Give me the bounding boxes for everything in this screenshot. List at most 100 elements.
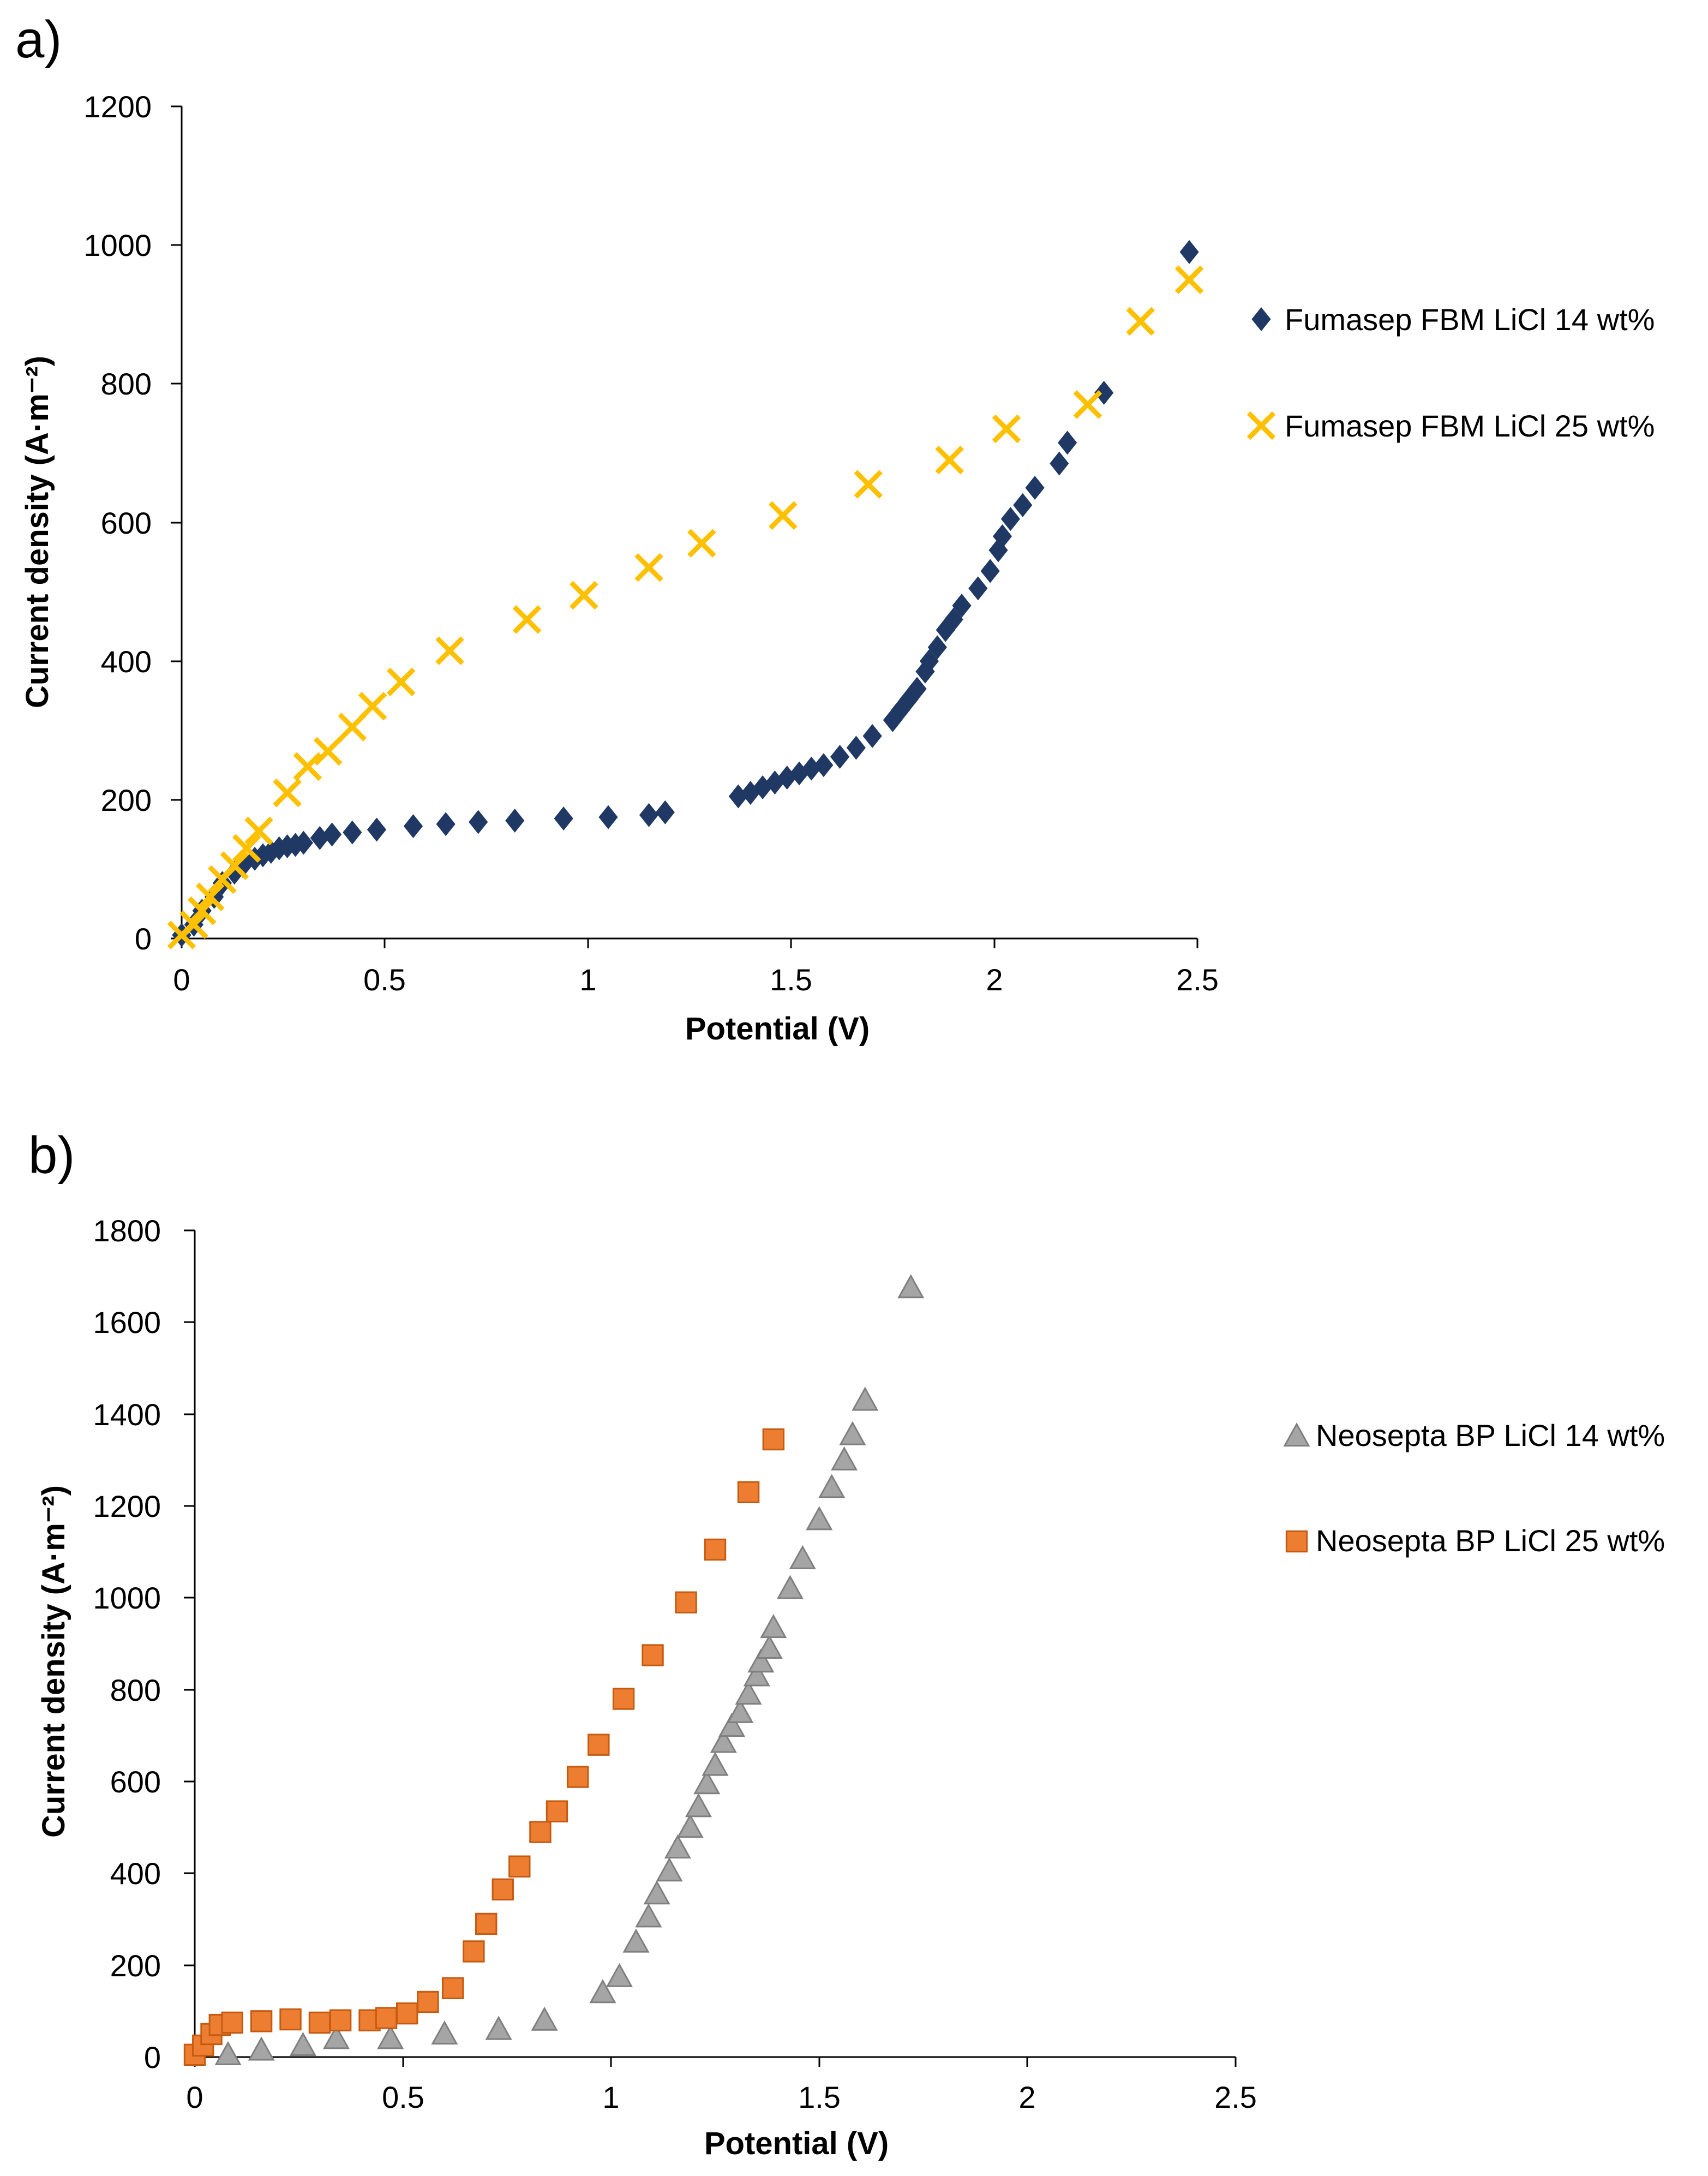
- panel-a-chart: a) Current density (A·m⁻²) Potential (V)…: [15, 10, 1655, 1047]
- data-point-x: [293, 752, 322, 781]
- data-point-diamond: [469, 810, 488, 834]
- data-point-triangle: [643, 1880, 670, 1905]
- data-point-square: [588, 1733, 610, 1756]
- data-point-x: [512, 605, 542, 634]
- data-point-triangle: [289, 2031, 316, 2057]
- data-point-square: [529, 1821, 552, 1843]
- data-point-x: [935, 445, 964, 475]
- panel-b-legend: Neosepta BP LiCl 14 wt% Neosepta BP LiCl…: [1283, 1418, 1665, 1558]
- panel-b-y-axis-title: Current density (A·m⁻²): [36, 1485, 71, 1838]
- data-point-diamond: [1094, 380, 1114, 405]
- data-point-triangle: [710, 1729, 737, 1753]
- panel-b-series-neosepta-25-markers: [183, 1428, 785, 2066]
- data-point-triangle: [789, 1545, 816, 1569]
- data-point-x: [220, 851, 249, 880]
- panel-b-x-tick-label: 2.5: [1214, 2080, 1257, 2114]
- data-point-square: [704, 1538, 727, 1561]
- data-point-x: [273, 778, 302, 808]
- data-point-x: [1126, 307, 1155, 336]
- data-point-triangle: [776, 1575, 804, 1599]
- panel-b-y-title-group: Current density (A·m⁻²): [36, 1485, 71, 1838]
- data-point-triangle: [743, 1662, 770, 1687]
- panel-b-y-tick-label: 800: [110, 1673, 161, 1707]
- data-point-x: [232, 834, 261, 863]
- panel-b-x-tick-label: 1.5: [798, 2080, 841, 2114]
- data-point-triangle: [831, 1446, 858, 1470]
- panel-a-y-title-group: Current density (A·m⁻²): [20, 356, 55, 708]
- data-point-diamond: [728, 784, 748, 809]
- data-point-diamond: [944, 607, 963, 632]
- data-point-square: [737, 1481, 760, 1503]
- data-point-triangle: [531, 2006, 558, 2031]
- panel-a-y-axis-title: Current density (A·m⁻²): [20, 356, 55, 708]
- data-point-square: [612, 1688, 635, 1710]
- data-point-triangle: [818, 1474, 846, 1498]
- panel-a-x-tick-label: 2: [986, 963, 1003, 997]
- panel-a-y-tick-label: 1000: [83, 228, 152, 262]
- data-point-diamond: [598, 805, 618, 829]
- panel-b-legend-item-neosepta-14: Neosepta BP LiCl 14 wt%: [1283, 1418, 1665, 1452]
- panel-b-chart: b) Current density (A·m⁻²) Potential (V)…: [28, 1126, 1665, 2161]
- data-point-triangle: [747, 1648, 775, 1673]
- data-point-diamond: [1058, 431, 1077, 455]
- data-point-diamond: [343, 820, 362, 845]
- data-point-triangle: [322, 2025, 350, 2049]
- data-point-diamond: [261, 840, 281, 864]
- panel-b-x-tick-label: 0.5: [382, 2080, 424, 2114]
- data-point-triangle: [839, 1421, 866, 1445]
- data-point-triangle: [622, 1928, 650, 1953]
- data-point-x: [687, 529, 716, 558]
- panel-a-y-tick-label: 400: [101, 644, 152, 679]
- data-point-x: [1073, 390, 1102, 419]
- legend-marker-diamond-icon: [1251, 307, 1271, 331]
- panel-a-legend-item-fbm-25: Fumasep FBM LiCl 25 wt%: [1246, 409, 1655, 443]
- data-point-x: [313, 737, 343, 766]
- data-point-square: [762, 1428, 785, 1451]
- data-point-triangle: [718, 1712, 746, 1737]
- data-point-diamond: [403, 814, 423, 839]
- panel-a-x-tick-label: 1.5: [770, 963, 812, 997]
- data-point-square: [463, 1940, 485, 1963]
- panel-a-y-tick-label: 600: [101, 506, 152, 540]
- data-point-square: [279, 2008, 302, 2031]
- data-point-square: [642, 1644, 664, 1666]
- panel-a-y-tick-label: 200: [101, 783, 152, 817]
- data-point-diamond: [814, 753, 834, 778]
- data-point-diamond: [1050, 451, 1069, 476]
- panel-b-x-tick-label: 0: [186, 2080, 203, 2114]
- data-point-triangle: [431, 2020, 458, 2045]
- data-point-x: [854, 470, 883, 499]
- panel-b-x-tick-marks: [194, 2057, 1237, 2067]
- data-point-triangle: [702, 1751, 729, 1776]
- panel-a-x-tick-label: 0: [173, 963, 190, 997]
- data-point-square: [417, 1990, 439, 2013]
- data-point-triangle: [806, 1506, 833, 1531]
- data-point-diamond: [968, 576, 988, 601]
- panel-a-label: a): [15, 10, 62, 69]
- data-point-diamond: [907, 677, 927, 701]
- data-point-diamond: [436, 812, 456, 836]
- data-point-triangle: [664, 1834, 691, 1859]
- data-point-triangle: [756, 1634, 783, 1659]
- panel-a-x-tick-labels: 0 0.5 1 1.5 2 2.5: [173, 963, 1219, 997]
- data-point-triangle: [693, 1770, 721, 1795]
- data-point-x: [992, 414, 1021, 444]
- data-point-x: [179, 910, 208, 939]
- data-point-square: [508, 1855, 531, 1878]
- panel-a-series-fbm-14-markers: [172, 240, 1199, 947]
- data-point-diamond: [639, 803, 659, 827]
- panel-a-x-axis-title: Potential (V): [685, 1011, 870, 1047]
- panel-a-y-tick-label: 0: [135, 922, 152, 956]
- panel-b-x-tick-label: 1: [602, 2080, 619, 2114]
- panel-a-legend: Fumasep FBM LiCl 14 wt% Fumasep FBM LiCl…: [1246, 302, 1655, 443]
- data-point-triangle: [635, 1903, 662, 1928]
- panel-a-x-tick-label: 2.5: [1176, 963, 1219, 997]
- panel-b-legend-label-neosepta-25: Neosepta BP LiCl 25 wt%: [1316, 1523, 1665, 1558]
- data-point-square: [441, 1977, 464, 1999]
- panel-a-legend-label-fbm-14: Fumasep FBM LiCl 14 wt%: [1285, 302, 1655, 337]
- data-point-diamond: [952, 594, 972, 618]
- data-point-x: [244, 816, 273, 846]
- panel-a-series-fbm-25-markers: [167, 265, 1204, 949]
- data-point-x: [570, 581, 598, 610]
